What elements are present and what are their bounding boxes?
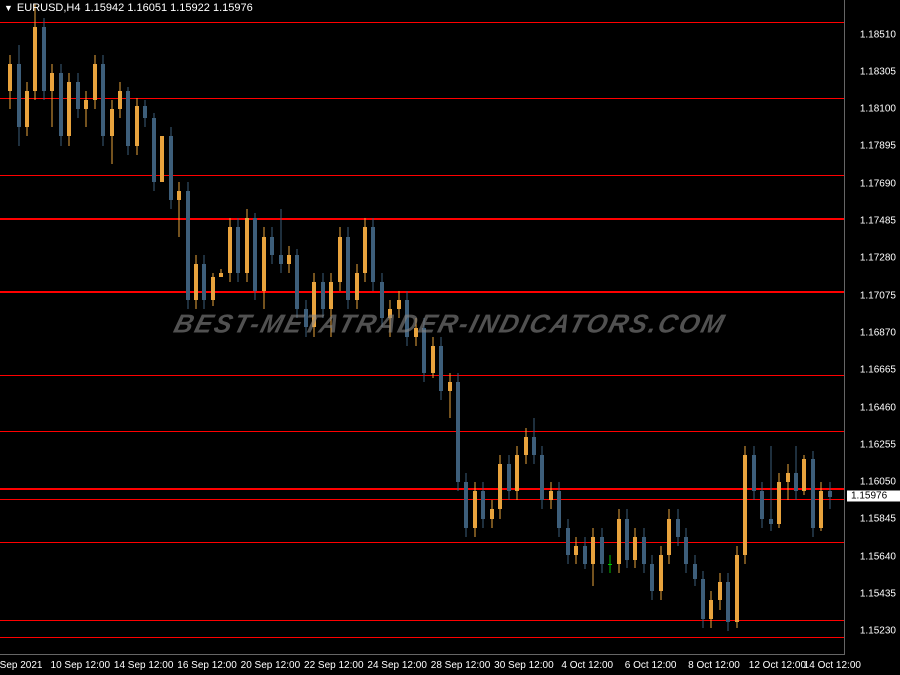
price-label: 1.16050 bbox=[860, 477, 896, 488]
time-label: 30 Sep 12:00 bbox=[494, 660, 554, 671]
chart-title: ▼ EURUSD,H4 1.15942 1.16051 1.15922 1.15… bbox=[4, 2, 253, 14]
time-label: 14 Oct 12:00 bbox=[804, 660, 861, 671]
time-label: 8 Oct 12:00 bbox=[688, 660, 740, 671]
time-label: 12 Oct 12:00 bbox=[749, 660, 806, 671]
resistance-line bbox=[0, 499, 844, 500]
resistance-line bbox=[0, 218, 844, 220]
price-label: 1.17895 bbox=[860, 141, 896, 152]
time-label: 24 Sep 12:00 bbox=[367, 660, 427, 671]
price-label: 1.15230 bbox=[860, 626, 896, 637]
resistance-line bbox=[0, 22, 844, 23]
time-label: 4 Oct 12:00 bbox=[561, 660, 613, 671]
price-quotes: 1.15942 1.16051 1.15922 1.15976 bbox=[85, 2, 253, 14]
time-label: 16 Sep 12:00 bbox=[177, 660, 237, 671]
resistance-line bbox=[0, 291, 844, 293]
resistance-line bbox=[0, 431, 844, 432]
price-label: 1.15435 bbox=[860, 589, 896, 600]
chart-container: ▼ EURUSD,H4 1.15942 1.16051 1.15922 1.15… bbox=[0, 0, 900, 675]
price-label: 1.18100 bbox=[860, 104, 896, 115]
time-label: 20 Sep 12:00 bbox=[241, 660, 301, 671]
time-label: 22 Sep 12:00 bbox=[304, 660, 364, 671]
resistance-line bbox=[0, 175, 844, 176]
price-label: 1.16460 bbox=[860, 402, 896, 413]
price-label: 1.16255 bbox=[860, 439, 896, 450]
price-label: 1.17485 bbox=[860, 216, 896, 227]
current-price-label: 1.15976 bbox=[847, 490, 900, 501]
symbol-label: EURUSD,H4 bbox=[17, 2, 81, 14]
time-label: 6 Oct 12:00 bbox=[625, 660, 677, 671]
price-label: 1.15640 bbox=[860, 551, 896, 562]
price-label: 1.17690 bbox=[860, 178, 896, 189]
resistance-line bbox=[0, 620, 844, 621]
dropdown-icon[interactable]: ▼ bbox=[4, 3, 13, 13]
price-axis: 1.18510 1.18305 1.18100 1.17895 1.17690 1.174… bbox=[845, 0, 900, 655]
price-label: 1.16665 bbox=[860, 365, 896, 376]
time-label: 10 Sep 12:00 bbox=[51, 660, 111, 671]
price-label: 1.16870 bbox=[860, 327, 896, 338]
resistance-line bbox=[0, 637, 844, 638]
time-label: 8 Sep 2021 bbox=[0, 660, 42, 671]
resistance-line bbox=[0, 488, 844, 490]
price-label: 1.18305 bbox=[860, 66, 896, 77]
price-label: 1.17280 bbox=[860, 253, 896, 264]
resistance-line bbox=[0, 542, 844, 543]
price-label: 1.18510 bbox=[860, 29, 896, 40]
price-label: 1.17075 bbox=[860, 290, 896, 301]
price-label: 1.15845 bbox=[860, 514, 896, 525]
resistance-line bbox=[0, 375, 844, 376]
time-axis: 8 Sep 2021 10 Sep 12:0014 Sep 12:0016 Sep… bbox=[0, 655, 845, 675]
time-label: 14 Sep 12:00 bbox=[114, 660, 174, 671]
watermark-text: BEST-METATRADER-INDICATORS.COM bbox=[171, 309, 730, 340]
time-label: 28 Sep 12:00 bbox=[431, 660, 491, 671]
